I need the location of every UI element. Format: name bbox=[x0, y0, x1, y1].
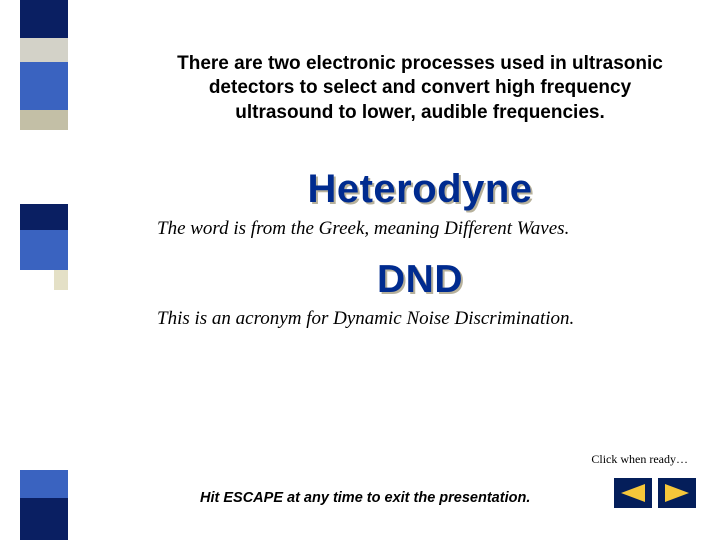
term-dnd: DND DND bbox=[155, 258, 685, 302]
sidebar-block bbox=[20, 230, 68, 270]
intro-text: There are two electronic processes used … bbox=[155, 52, 685, 125]
term-dnd-desc: This is an acronym for Dynamic Noise Dis… bbox=[155, 308, 685, 330]
sidebar-block bbox=[20, 470, 68, 498]
sidebar-block bbox=[20, 110, 68, 130]
sidebar-block bbox=[20, 38, 68, 62]
arrow-right-icon bbox=[665, 484, 689, 502]
sidebar-block bbox=[20, 204, 68, 230]
sidebar-block bbox=[20, 498, 68, 540]
prev-button[interactable] bbox=[614, 478, 652, 508]
footer-instruction: Hit ESCAPE at any time to exit the prese… bbox=[200, 490, 530, 506]
sidebar-block bbox=[20, 0, 68, 38]
arrow-left-icon bbox=[621, 484, 645, 502]
click-prompt: Click when ready… bbox=[591, 452, 688, 467]
slide-content: There are two electronic processes used … bbox=[155, 52, 685, 330]
term-heterodyne-desc: The word is from the Greek, meaning Diff… bbox=[155, 218, 685, 240]
sidebar-decoration bbox=[20, 0, 68, 540]
term-heterodyne: Heterodyne Heterodyne bbox=[155, 167, 685, 212]
nav-buttons bbox=[614, 478, 696, 508]
sidebar-block bbox=[54, 270, 68, 290]
sidebar-block bbox=[20, 62, 68, 110]
next-button[interactable] bbox=[658, 478, 696, 508]
